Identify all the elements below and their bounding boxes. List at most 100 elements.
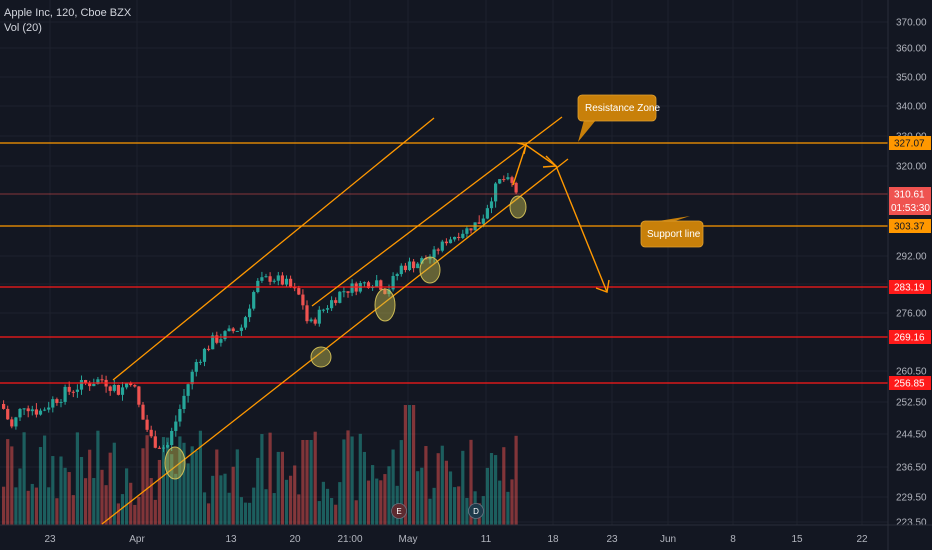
volume-bar-7 [30,483,34,525]
volume-bar-21 [88,449,92,525]
volume-bar-20 [84,478,88,525]
volume-bar-81 [334,504,338,525]
candle-body-44 [182,395,186,410]
volume-bar-73 [301,440,305,525]
volume-bar-39 [161,437,166,525]
candle-body-21 [88,382,92,387]
volume-bar-47 [194,450,198,525]
volume-bar-30 [125,468,129,525]
candle-body-5 [22,408,26,410]
volume-bar-106 [436,453,440,525]
symbol-title[interactable]: Apple Inc, 120, Cboe BZX [4,7,132,19]
resistance-callout-box [577,94,657,122]
candle-body-119 [489,201,494,209]
volume-bar-25 [104,485,108,525]
volume-bar-54 [223,473,227,525]
up-arrow-head [516,142,527,155]
volume-bar-31 [129,482,133,525]
candle-body-122 [502,179,506,181]
candle-body-36 [149,429,153,437]
candle-body-117 [481,218,485,224]
time-tick-label: 22 [856,534,868,545]
volume-bar-1 [6,439,10,525]
volume-bar-68 [280,451,284,525]
candle-body-6 [26,408,30,412]
volume-bar-65 [268,432,272,525]
volume-bar-100 [412,405,416,525]
volume-bar-88 [362,451,366,525]
volume-bar-84 [346,430,350,525]
volume-bar-72 [297,494,301,525]
candle-body-49 [202,348,207,362]
candle-body-102 [420,258,424,264]
volume-bar-67 [276,451,280,525]
candle-body-31 [129,383,133,386]
candle-body-14 [59,401,63,403]
candle-body-95 [391,276,395,290]
candle-body-78 [321,309,325,311]
support-callout-tail [652,216,690,222]
time-tick-label: 18 [547,534,559,545]
level-badge-label: 256.85 [894,379,925,390]
candle-body-100 [412,261,416,269]
level-badge-4 [889,376,931,390]
volume-bar-3 [14,487,18,525]
candle-body-97 [399,265,403,275]
volume-bar-52 [215,449,219,525]
candle-body-71 [293,287,297,289]
volume-bar-38 [157,459,161,525]
touch-point-2 [374,288,396,322]
candle-body-79 [325,308,330,310]
candle-body-29 [120,387,125,395]
candle-body-33 [137,386,141,405]
volume-bar-97 [399,440,403,525]
candle-body-99 [407,261,412,271]
candle-body-38 [157,447,161,449]
volume-bar-93 [383,474,387,525]
candle-body-70 [289,278,293,288]
candle-body-52 [215,335,219,343]
candle-body-91 [375,280,379,287]
candle-body-28 [116,384,120,395]
candle-body-43 [178,409,182,422]
volume-bar-4 [18,468,22,525]
candle-body-3 [14,417,18,427]
volume-bar-122 [502,447,506,525]
candle-body-107 [440,241,444,251]
time-axis[interactable]: 23 Apr 13 20 21:00 May 11 18 23 Jun 8 15 22 [0,524,932,545]
volume-bar-124 [510,479,514,525]
candle-body-9 [38,410,43,415]
volume-indicator-label[interactable]: Vol (20) [4,22,42,34]
volume-bar-14 [59,456,63,525]
volume-bar-71 [293,465,297,525]
candle-body-1 [6,408,10,420]
candle-body-89 [366,282,371,289]
candle-body-109 [448,239,453,244]
volume-bar-53 [219,475,223,525]
candle-body-46 [190,371,194,385]
resistance-zone-label: Resistance Zone [585,103,660,114]
candle-body-24 [100,379,104,381]
candle-body-53 [219,339,223,343]
support-callout-box [640,220,704,248]
volume-bar-75 [309,440,313,525]
candle-body-19 [79,380,84,390]
candle-body-20 [84,380,88,383]
volume-bar-69 [284,479,289,525]
volume-bar-101 [416,471,420,525]
price-tick-label: 244.50 [896,430,927,441]
volume-bar-61 [252,487,256,525]
candle-body-120 [494,183,498,202]
volume-bar-78 [321,481,325,525]
volume-bar-34 [141,448,145,525]
candle-body-85 [350,283,354,293]
candle-body-51 [211,335,215,350]
price-tick-label: 236.50 [896,463,927,474]
price-axis[interactable]: 370.00360.00350.00340.00330.00320.00292.… [887,0,932,550]
candle-body-63 [260,277,264,281]
level-badge-2 [889,280,931,294]
chart-grid [0,0,888,525]
candle-body-73 [301,294,305,306]
